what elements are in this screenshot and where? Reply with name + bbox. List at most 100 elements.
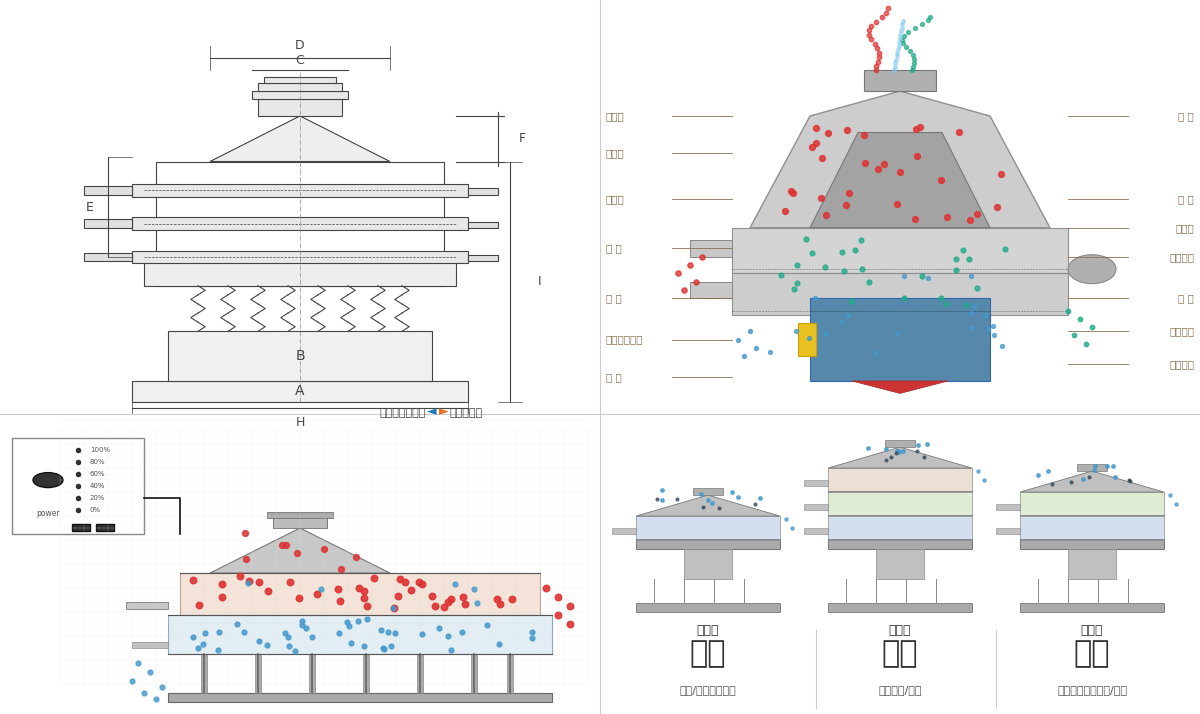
Point xyxy=(967,282,986,293)
Point xyxy=(355,585,374,597)
Point xyxy=(146,693,166,705)
Point xyxy=(914,451,934,463)
Point xyxy=(899,26,918,38)
Point xyxy=(890,29,910,41)
Point xyxy=(918,272,937,283)
Text: I: I xyxy=(538,275,542,288)
Point xyxy=(728,491,748,503)
Point xyxy=(906,22,925,34)
Polygon shape xyxy=(1020,471,1164,492)
Point xyxy=(378,626,397,638)
Point xyxy=(887,51,906,62)
Point xyxy=(816,209,835,221)
Text: 下部重锤: 下部重锤 xyxy=(1169,359,1194,369)
Text: 三层式: 三层式 xyxy=(889,624,911,637)
Point xyxy=(904,49,923,61)
Point xyxy=(342,637,361,648)
Point xyxy=(803,248,822,259)
Point xyxy=(281,576,300,588)
Point xyxy=(905,57,924,69)
Point xyxy=(839,309,858,321)
Point xyxy=(787,277,806,288)
Point xyxy=(1160,489,1180,501)
Point xyxy=(960,214,979,226)
Text: 去除异物/结块: 去除异物/结块 xyxy=(878,685,922,695)
Point xyxy=(235,626,254,638)
Point xyxy=(907,446,926,457)
Point xyxy=(992,341,1012,352)
Polygon shape xyxy=(810,133,990,228)
Point xyxy=(889,36,908,48)
Text: 80%: 80% xyxy=(90,459,106,465)
Point xyxy=(888,47,907,59)
Point xyxy=(452,626,472,638)
Point xyxy=(430,622,449,633)
Point xyxy=(464,583,484,595)
Bar xyxy=(804,528,828,534)
Point xyxy=(949,126,968,138)
Point xyxy=(859,25,878,36)
Point xyxy=(910,121,929,133)
Text: 0%: 0% xyxy=(90,507,101,513)
Point xyxy=(912,270,931,281)
Bar xyxy=(690,240,732,257)
Text: 加重块: 加重块 xyxy=(1175,223,1194,233)
Text: 结构示意图: 结构示意图 xyxy=(450,408,484,418)
Point xyxy=(358,600,377,612)
Point xyxy=(371,624,390,635)
Point xyxy=(694,502,713,513)
Point xyxy=(722,486,742,498)
Text: 进料口: 进料口 xyxy=(606,111,625,121)
Point xyxy=(445,578,464,590)
Point xyxy=(1070,313,1090,325)
Point xyxy=(893,445,912,456)
Point xyxy=(806,122,826,134)
Point xyxy=(786,326,805,337)
Point xyxy=(833,246,852,258)
Point xyxy=(314,543,334,554)
Point xyxy=(881,451,900,463)
Point xyxy=(866,60,886,71)
Bar xyxy=(636,516,780,540)
Point xyxy=(965,300,984,311)
Text: 机 座: 机 座 xyxy=(606,372,622,382)
Point xyxy=(918,15,937,26)
Text: 20%: 20% xyxy=(90,495,106,501)
Bar xyxy=(636,603,780,612)
Point xyxy=(893,34,912,46)
Bar xyxy=(828,540,972,549)
Bar xyxy=(156,161,444,286)
Point xyxy=(280,640,299,652)
Point xyxy=(931,293,950,304)
Point xyxy=(698,494,718,506)
Point xyxy=(886,448,905,459)
Point xyxy=(385,627,404,638)
Point xyxy=(852,235,871,246)
Point xyxy=(834,266,853,277)
Bar xyxy=(132,642,168,648)
Text: F: F xyxy=(518,132,526,145)
Bar xyxy=(12,438,144,534)
Point xyxy=(1105,471,1124,482)
Point xyxy=(896,41,916,53)
Point xyxy=(750,493,769,504)
Point xyxy=(902,65,922,76)
Bar xyxy=(1068,549,1116,579)
Point xyxy=(937,211,956,223)
Point xyxy=(284,645,304,656)
Point xyxy=(869,164,888,175)
Point xyxy=(384,603,403,614)
Point xyxy=(745,498,764,509)
Point xyxy=(887,54,906,66)
Point xyxy=(235,528,254,539)
Bar xyxy=(126,601,168,609)
Point xyxy=(976,308,995,320)
Point xyxy=(667,493,686,504)
Point xyxy=(740,326,760,337)
Point xyxy=(868,43,887,54)
Point xyxy=(892,26,911,37)
Text: 束 环: 束 环 xyxy=(606,243,622,253)
Point xyxy=(865,38,884,49)
Bar xyxy=(828,516,972,540)
Point xyxy=(709,503,728,514)
